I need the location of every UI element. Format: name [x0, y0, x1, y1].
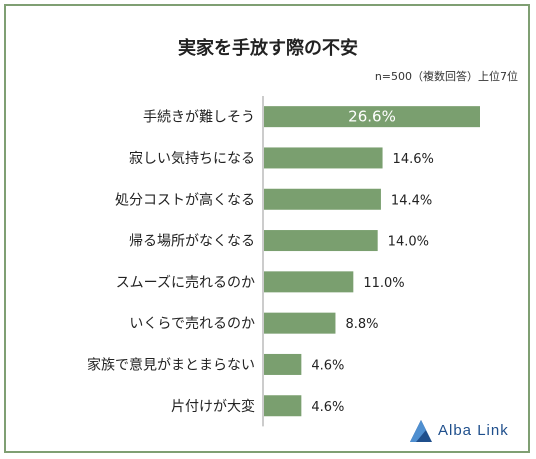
bar	[264, 230, 378, 252]
category-label: スムーズに売れるのか	[116, 275, 255, 291]
value-label: 4.6%	[311, 400, 344, 415]
value-label: 14.0%	[388, 235, 429, 250]
chart-title: 実家を手放す際の不安	[178, 38, 358, 59]
value-label: 4.6%	[311, 358, 344, 373]
category-label: 手続きが難しそう	[143, 109, 255, 126]
bar	[264, 271, 354, 293]
chart-frame	[4, 4, 530, 453]
bar	[264, 147, 383, 169]
category-label: 帰る場所がなくなる	[129, 233, 255, 250]
brand-logo: Alba Link	[408, 418, 528, 448]
value-label: 8.8%	[345, 317, 378, 332]
value-label: 14.4%	[391, 193, 432, 208]
bar	[264, 312, 336, 334]
category-label: 寂しい気持ちになる	[129, 151, 255, 167]
bar	[264, 395, 302, 417]
bar	[264, 353, 302, 375]
category-label: いくらで売れるのか	[129, 316, 255, 332]
category-label: 片付けが大変	[171, 398, 255, 415]
bar	[264, 106, 480, 128]
bar	[264, 188, 381, 210]
sample-note: n=500（複数回答）上位7位	[374, 70, 518, 83]
value-label: 14.6%	[393, 152, 434, 167]
category-label: 家族で意見がまとまらない	[87, 356, 255, 373]
brand-triangle-icon	[410, 420, 432, 442]
brand-name: Alba Link	[438, 422, 509, 439]
value-label: 11.0%	[363, 276, 404, 291]
category-label: 処分コストが高くなる	[115, 191, 255, 208]
value-label: 26.6%	[348, 108, 396, 126]
